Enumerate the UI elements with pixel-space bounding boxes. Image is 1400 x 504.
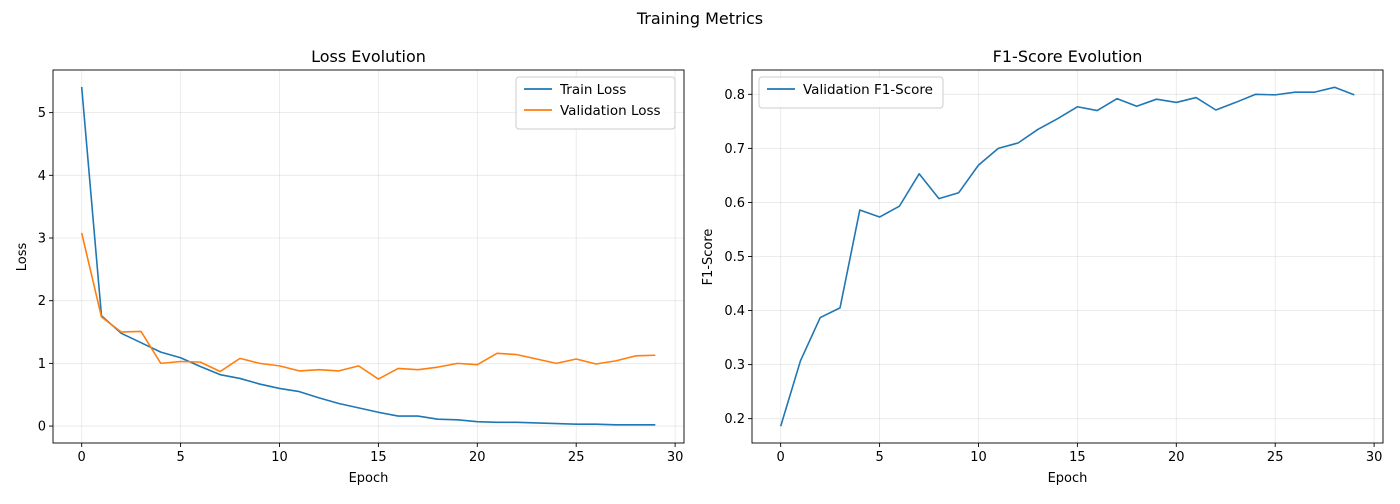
loss-chart-panel: Loss Evolution Epoch Loss 0 5 10 15 20 25 3001… [15, 47, 685, 486]
loss-x-tick-label: 20 [469, 450, 486, 465]
loss-x-tick-label: 25 [568, 450, 585, 465]
loss-legend-box [515, 76, 676, 130]
loss-y-tick-label: 1 [38, 357, 46, 372]
loss-chart-title: Loss Evolution [311, 47, 426, 66]
loss-legend-label: Validation Loss [560, 103, 661, 119]
f1-y-tick-label: 0.7 [724, 142, 745, 157]
f1-series-line-validation-f1-score [779, 86, 1355, 427]
f1-x-axis-label: Epoch [1048, 471, 1088, 486]
loss-y-tick-label: 4 [38, 169, 46, 184]
loss-x-tick-label: 10 [271, 450, 288, 465]
loss-x-tick-label: 30 [667, 450, 684, 465]
figure-title: Training Metrics [636, 9, 763, 28]
loss-y-axis-label: Loss [15, 243, 30, 272]
f1-x-tick-label: 25 [1267, 450, 1284, 465]
loss-x-tick-label: 0 [78, 450, 86, 465]
loss-series-line-validation-loss [80, 232, 656, 380]
f1-legend-label: Validation F1-Score [803, 82, 933, 98]
f1-chart-title: F1-Score Evolution [993, 47, 1143, 66]
f1-chart-panel: F1-Score Evolution Epoch F1-Score 0 5 10 15… [701, 47, 1384, 486]
f1-legend-box [758, 76, 944, 109]
loss-y-tick-label: 3 [38, 232, 46, 247]
loss-y-tick-label: 2 [38, 294, 46, 309]
loss-x-tick-label: 5 [176, 450, 184, 465]
f1-x-tick-label: 5 [875, 450, 883, 465]
loss-x-tick-label: 15 [370, 450, 387, 465]
f1-x-tick-label: 10 [970, 450, 987, 465]
loss-series-line-train-loss [80, 86, 656, 426]
f1-x-tick-label: 30 [1366, 450, 1383, 465]
loss-legend: Train Loss Validation Loss [515, 76, 676, 130]
f1-x-tick-label: 0 [777, 450, 785, 465]
f1-legend: Validation F1-Score [758, 76, 944, 109]
loss-y-tick-label: 5 [38, 106, 46, 121]
loss-axes-frame [52, 69, 685, 444]
f1-x-tick-label: 20 [1168, 450, 1185, 465]
loss-y-tick-label: 0 [38, 420, 46, 435]
f1-x-tick-label: 15 [1069, 450, 1086, 465]
loss-x-axis-label: Epoch [349, 471, 389, 486]
f1-y-tick-label: 0.4 [724, 304, 745, 319]
f1-y-tick-label: 0.6 [724, 196, 745, 211]
f1-y-axis-label: F1-Score [701, 229, 716, 286]
loss-legend-label: Train Loss [559, 82, 626, 98]
f1-y-tick-label: 0.2 [724, 412, 745, 427]
f1-y-tick-label: 0.8 [724, 88, 745, 103]
f1-y-tick-label: 0.3 [724, 358, 745, 373]
f1-y-tick-label: 0.5 [724, 250, 745, 265]
